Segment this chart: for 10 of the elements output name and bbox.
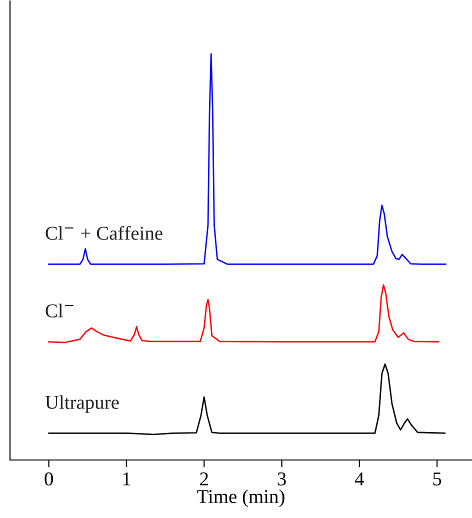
- x-axis-title: Time (min): [197, 489, 284, 508]
- x-tick-label: 2: [200, 472, 208, 486]
- series-label: Cl$^{−}$ + Caffeine: [46, 226, 162, 240]
- x-tick-label: 1: [123, 472, 130, 486]
- x-tick-label: 0: [44, 472, 53, 486]
- series-label: Cl$^{−}$: [46, 304, 74, 318]
- series-label: Ultrapure: [45, 395, 119, 413]
- x-tick-label: 5: [433, 472, 442, 486]
- x-tick-label: 4: [354, 472, 364, 486]
- x-tick-label: 3: [278, 472, 286, 486]
